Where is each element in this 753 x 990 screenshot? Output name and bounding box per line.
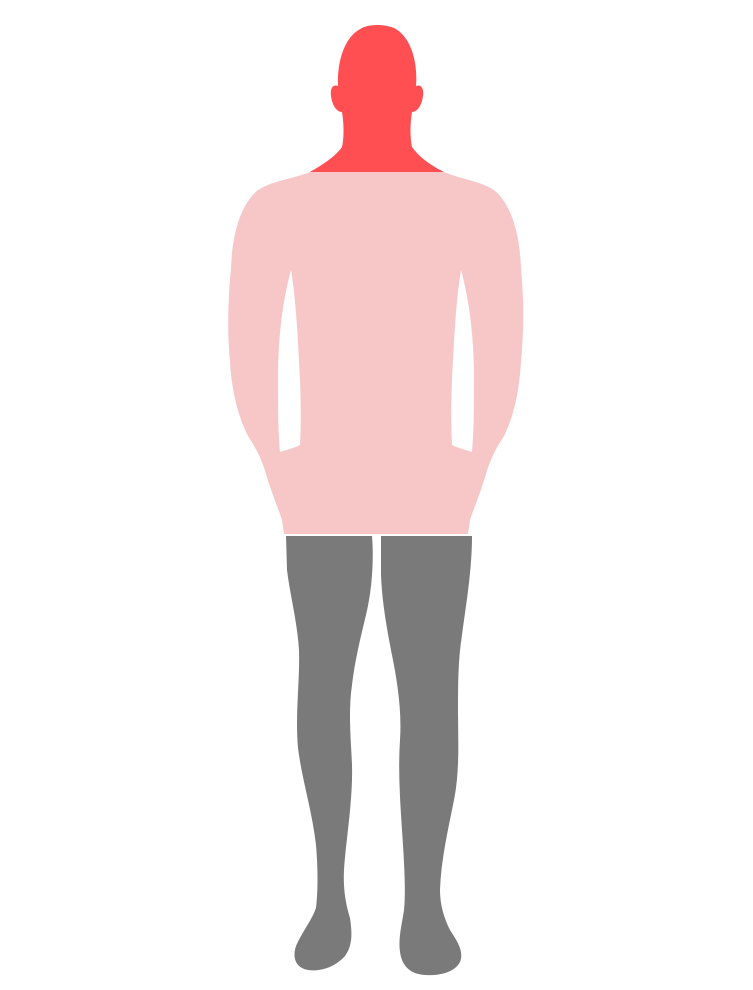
torso-region[interactable]: [228, 172, 524, 534]
legs-region[interactable]: [286, 536, 472, 976]
head-region[interactable]: [310, 25, 444, 172]
